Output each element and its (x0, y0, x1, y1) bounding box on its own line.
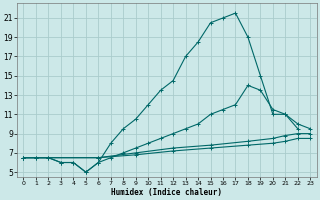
X-axis label: Humidex (Indice chaleur): Humidex (Indice chaleur) (111, 188, 222, 197)
